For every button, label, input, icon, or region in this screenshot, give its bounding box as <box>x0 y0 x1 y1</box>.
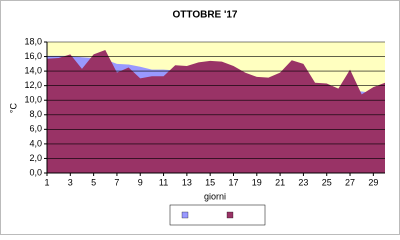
x-tick-label: 3 <box>68 177 73 187</box>
y-tick-label: 6,0 <box>29 124 42 134</box>
chart-title: OTTOBRE '17 <box>173 10 238 21</box>
y-tick-label: 2,0 <box>29 153 42 163</box>
y-tick-label: 4,0 <box>29 138 42 148</box>
x-tick-label: 29 <box>368 177 378 187</box>
x-tick-label: 15 <box>205 177 215 187</box>
x-tick-label: 27 <box>345 177 355 187</box>
y-tick-label: 12,0 <box>24 80 42 90</box>
y-axis-label: °C <box>8 102 18 113</box>
x-tick-label: 23 <box>298 177 308 187</box>
y-tick-label: 8,0 <box>29 109 42 119</box>
x-tick-label: 5 <box>91 177 96 187</box>
x-tick-label: 19 <box>252 177 262 187</box>
x-tick-label: 1 <box>44 177 49 187</box>
y-tick-label: 18,0 <box>24 36 42 46</box>
x-tick-label: 9 <box>138 177 143 187</box>
y-tick-label: 16,0 <box>24 51 42 61</box>
legend <box>169 204 266 226</box>
chart: OTTOBRE '17 giorni °C 0,0 2,0 4,0 6,0 8,0 10,… <box>0 0 400 235</box>
x-tick-label: 7 <box>114 177 119 187</box>
x-tick-label: 21 <box>275 177 285 187</box>
x-tick-label: 13 <box>182 177 192 187</box>
y-tick-label: 0,0 <box>29 167 42 177</box>
legend-swatch <box>181 211 189 219</box>
x-tick-label: 11 <box>159 177 168 187</box>
legend-swatch <box>226 211 234 219</box>
y-tick-label: 14,0 <box>24 65 42 75</box>
x-tick-label: 25 <box>322 177 332 187</box>
x-tick-label: 17 <box>228 177 238 187</box>
area <box>47 50 385 173</box>
x-axis-label: giorni <box>204 191 226 201</box>
y-tick-label: 10,0 <box>24 95 42 105</box>
